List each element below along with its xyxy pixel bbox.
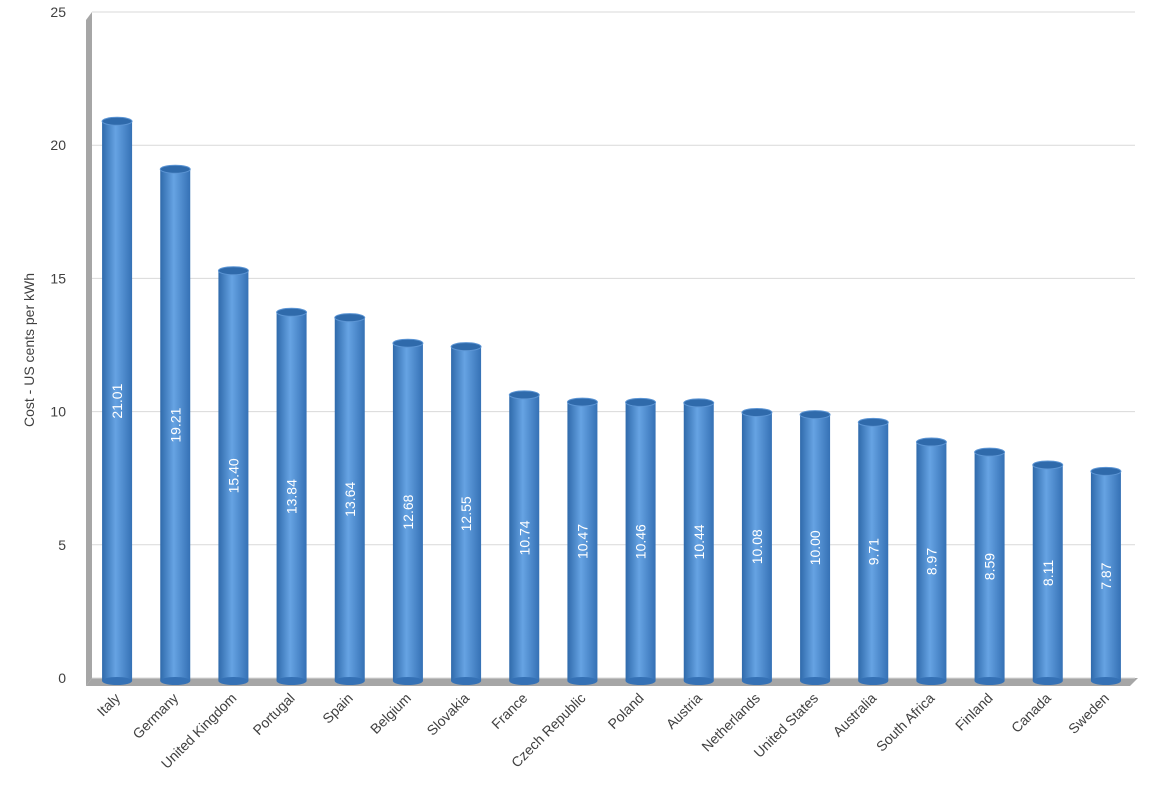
bar-base bbox=[160, 677, 191, 685]
bar-top bbox=[101, 116, 133, 126]
data-label: 8.11 bbox=[1040, 560, 1056, 586]
bar-base bbox=[334, 677, 365, 685]
bar bbox=[625, 402, 656, 681]
x-tick-label: France bbox=[488, 690, 530, 732]
bar-top bbox=[625, 397, 657, 407]
data-label: 8.97 bbox=[923, 548, 939, 575]
bar-base bbox=[567, 677, 598, 685]
side-wall bbox=[86, 12, 92, 686]
data-label: 10.00 bbox=[807, 530, 823, 565]
bar-top bbox=[276, 307, 308, 317]
data-label: 10.47 bbox=[574, 524, 590, 559]
x-tick-label: Italy bbox=[94, 690, 123, 719]
data-label: 19.21 bbox=[167, 407, 183, 442]
x-tick-label: Portugal bbox=[250, 690, 298, 738]
bar-base bbox=[451, 677, 482, 685]
x-tick-label: Finland bbox=[952, 690, 996, 734]
x-tick-label: Canada bbox=[1008, 690, 1054, 736]
data-label: 9.71 bbox=[865, 538, 881, 565]
x-tick-label: Australia bbox=[830, 690, 880, 740]
bar-base bbox=[625, 677, 656, 685]
data-label: 15.40 bbox=[225, 458, 241, 493]
bar-base bbox=[1090, 677, 1121, 685]
bar bbox=[102, 121, 133, 682]
y-tick-label: 0 bbox=[58, 670, 66, 686]
bar-base bbox=[800, 677, 831, 685]
bar bbox=[974, 452, 1005, 681]
x-tick-label: Poland bbox=[605, 690, 647, 732]
bar bbox=[858, 422, 889, 681]
bar-top bbox=[741, 407, 773, 417]
data-label: 7.87 bbox=[1098, 562, 1114, 589]
bar-base bbox=[916, 677, 947, 685]
x-tick-label: Netherlands bbox=[698, 690, 763, 755]
bar-top bbox=[857, 417, 889, 427]
bar bbox=[1090, 471, 1121, 681]
bar bbox=[451, 346, 482, 681]
bar-top bbox=[392, 338, 424, 348]
bar bbox=[800, 414, 831, 681]
bar-top bbox=[1090, 466, 1122, 476]
bar bbox=[683, 402, 714, 681]
bar-top bbox=[1032, 460, 1064, 470]
bar-top bbox=[799, 410, 831, 420]
x-tick-label: Belgium bbox=[367, 690, 414, 737]
bar-base bbox=[218, 677, 249, 685]
data-label: 10.46 bbox=[633, 524, 649, 559]
data-label: 13.84 bbox=[284, 479, 300, 514]
bar-top bbox=[508, 390, 540, 400]
bar-base bbox=[509, 677, 540, 685]
data-label: 13.64 bbox=[342, 482, 358, 517]
bar-top bbox=[217, 266, 249, 276]
bar-base bbox=[683, 677, 714, 685]
y-tick-label: 10 bbox=[50, 404, 66, 420]
y-tick-label: 15 bbox=[50, 270, 66, 286]
bar-top bbox=[974, 447, 1006, 457]
bar-base bbox=[1032, 677, 1063, 685]
y-tick-label: 20 bbox=[50, 137, 66, 153]
bar bbox=[567, 402, 598, 681]
bar bbox=[741, 412, 772, 681]
y-axis-title: Cost - US cents per kWh bbox=[21, 273, 37, 427]
bar bbox=[276, 312, 307, 681]
bar-base bbox=[102, 677, 133, 685]
data-label: 10.74 bbox=[516, 520, 532, 555]
y-tick-label: 5 bbox=[58, 537, 66, 553]
bar-base bbox=[858, 677, 889, 685]
bar bbox=[160, 169, 191, 681]
bar-top bbox=[566, 397, 598, 407]
data-label: 10.44 bbox=[691, 524, 707, 559]
bar bbox=[916, 442, 947, 681]
bar bbox=[218, 270, 249, 681]
bar-base bbox=[276, 677, 307, 685]
data-label: 10.08 bbox=[749, 529, 765, 564]
bar bbox=[1032, 464, 1063, 681]
bar-top bbox=[683, 398, 715, 408]
x-tick-label: Slovakia bbox=[423, 690, 472, 739]
bar-top bbox=[915, 437, 947, 447]
bar-top bbox=[159, 164, 191, 174]
x-tick-label: Austria bbox=[663, 690, 705, 732]
data-label: 12.68 bbox=[400, 494, 416, 529]
x-tick-label: Germany bbox=[129, 690, 181, 742]
x-tick-label: Sweden bbox=[1065, 690, 1112, 737]
bar-top bbox=[334, 313, 366, 323]
x-tick-label: Spain bbox=[319, 690, 356, 727]
bar-top bbox=[450, 342, 482, 352]
bar bbox=[392, 343, 423, 681]
y-tick-label: 25 bbox=[50, 4, 66, 20]
bar-base bbox=[392, 677, 423, 685]
data-label: 8.59 bbox=[982, 553, 998, 580]
bar bbox=[509, 394, 540, 681]
bar-base bbox=[974, 677, 1005, 685]
data-label: 21.01 bbox=[109, 383, 125, 418]
bar-base bbox=[741, 677, 772, 685]
data-label: 12.55 bbox=[458, 496, 474, 531]
bar bbox=[334, 317, 365, 681]
x-tick-label: South Africa bbox=[873, 690, 938, 755]
